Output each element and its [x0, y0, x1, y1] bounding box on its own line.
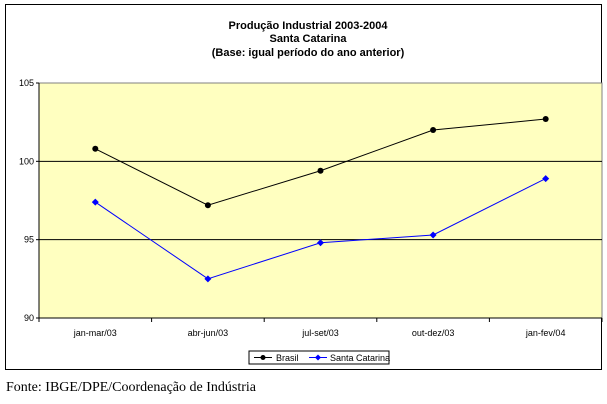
- legend-sc-label: Santa Catarina: [330, 353, 390, 363]
- chart-title-line-1: Produção Industrial 2003-2004: [229, 20, 389, 32]
- x-tick-label-0: jan-mar/03: [73, 328, 117, 338]
- x-tick-label-2: jul-set/03: [301, 328, 339, 338]
- plot-area: [38, 82, 603, 319]
- legend: Brasil Santa Catarina: [248, 350, 390, 365]
- x-tick-label-3: out-dez/03: [412, 328, 455, 338]
- chart-title-line-3: (Base: igual período do ano anterior): [212, 47, 405, 59]
- data-point-1-0: [91, 198, 99, 206]
- data-point-0-4: [542, 116, 549, 123]
- data-point-0-2: [317, 167, 324, 174]
- legend-sc-marker: [315, 354, 321, 361]
- series: [91, 116, 550, 283]
- y-tick-label-2: 100: [19, 156, 34, 166]
- legend-brasil-label: Brasil: [276, 353, 299, 363]
- x-tick-label-1: abr-jun/03: [188, 328, 229, 338]
- data-point-0-0: [92, 145, 99, 152]
- data-point-1-2: [317, 239, 324, 247]
- legend-brasil-marker: [260, 355, 266, 360]
- y-tick-label-0: 90: [24, 313, 34, 323]
- axes: 90 95 100 105 jan-mar/03 abr-jun/03 jul-set/03…: [19, 78, 603, 338]
- data-point-1-4: [542, 175, 550, 183]
- line-chart: Produção Industrial 2003-2004 Santa Cata…: [19, 20, 603, 365]
- source-note: Fonte: IBGE/DPE/Coordenação de Indústria: [6, 380, 257, 395]
- y-tick-label-1: 95: [24, 235, 34, 245]
- data-point-0-3: [430, 127, 437, 133]
- chart-frame: Produção Industrial 2003-2004 Santa Cata…: [5, 4, 603, 370]
- data-point-0-1: [204, 202, 211, 209]
- chart-title-line-2: Santa Catarina: [269, 33, 347, 45]
- data-point-1-3: [429, 231, 437, 239]
- y-tick-label-3: 105: [19, 78, 34, 88]
- data-point-1-1: [204, 275, 212, 283]
- x-tick-label-4: jan-fev/04: [525, 328, 566, 338]
